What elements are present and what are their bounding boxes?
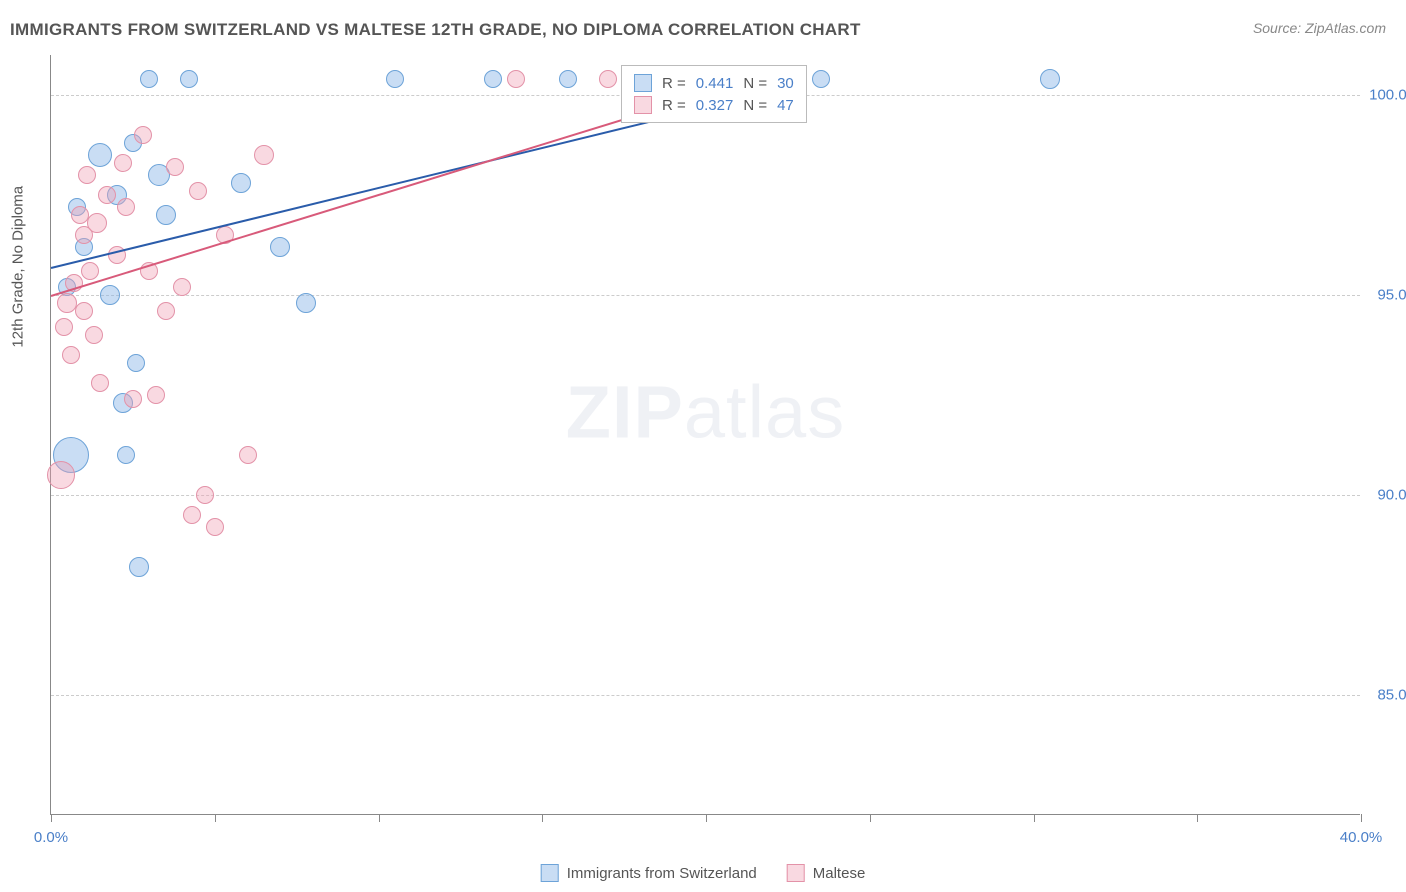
legend-label: Maltese — [813, 865, 866, 882]
y-tick-label: 95.0% — [1365, 287, 1406, 304]
legend-item: Maltese — [787, 864, 866, 882]
data-point — [189, 182, 207, 200]
x-tick — [870, 814, 871, 822]
grid-line — [51, 695, 1360, 696]
data-point — [812, 70, 830, 88]
source-attribution: Source: ZipAtlas.com — [1253, 20, 1386, 36]
legend-swatch — [541, 864, 559, 882]
legend: Immigrants from Switzerland Maltese — [541, 864, 866, 882]
legend-item: Immigrants from Switzerland — [541, 864, 757, 882]
legend-swatch — [634, 96, 652, 114]
data-point — [180, 70, 198, 88]
data-point — [87, 213, 107, 233]
x-tick — [706, 814, 707, 822]
data-point — [156, 205, 176, 225]
data-point — [173, 278, 191, 296]
data-point — [296, 293, 316, 313]
data-point — [55, 318, 73, 336]
data-point — [88, 143, 112, 167]
y-axis-label: 12th Grade, No Diploma — [10, 186, 27, 348]
r-value: 0.441 — [696, 75, 734, 92]
r-value: 0.327 — [696, 97, 734, 114]
data-point — [559, 70, 577, 88]
data-point — [47, 461, 75, 489]
n-value: 30 — [777, 75, 794, 92]
legend-label: Immigrants from Switzerland — [567, 865, 757, 882]
data-point — [386, 70, 404, 88]
data-point — [134, 126, 152, 144]
data-point — [507, 70, 525, 88]
data-point — [484, 70, 502, 88]
data-point — [81, 262, 99, 280]
x-tick — [215, 814, 216, 822]
x-tick — [1361, 814, 1362, 822]
data-point — [100, 285, 120, 305]
data-point — [183, 506, 201, 524]
y-tick-label: 85.0% — [1365, 687, 1406, 704]
data-point — [75, 302, 93, 320]
x-tick-label: 0.0% — [34, 829, 68, 846]
x-tick — [379, 814, 380, 822]
x-tick-label: 40.0% — [1340, 829, 1383, 846]
stats-row: R =0.327N =47 — [634, 94, 794, 116]
x-tick — [51, 814, 52, 822]
chart-title: IMMIGRANTS FROM SWITZERLAND VS MALTESE 1… — [10, 20, 861, 40]
n-value: 47 — [777, 97, 794, 114]
data-point — [117, 198, 135, 216]
plot-area: ZIPatlas 85.0%90.0%95.0%100.0%0.0%40.0%R… — [50, 55, 1360, 815]
data-point — [62, 346, 80, 364]
data-point — [127, 354, 145, 372]
data-point — [196, 486, 214, 504]
data-point — [85, 326, 103, 344]
data-point — [129, 557, 149, 577]
legend-swatch — [634, 74, 652, 92]
data-point — [114, 154, 132, 172]
data-point — [166, 158, 184, 176]
data-point — [270, 237, 290, 257]
y-tick-label: 100.0% — [1365, 87, 1406, 104]
y-tick-label: 90.0% — [1365, 487, 1406, 504]
x-tick — [1034, 814, 1035, 822]
data-point — [231, 173, 251, 193]
data-point — [206, 518, 224, 536]
data-point — [239, 446, 257, 464]
stats-row: R =0.441N =30 — [634, 72, 794, 94]
data-point — [157, 302, 175, 320]
data-point — [78, 166, 96, 184]
data-point — [140, 70, 158, 88]
data-point — [147, 386, 165, 404]
data-point — [1040, 69, 1060, 89]
data-point — [98, 186, 116, 204]
legend-swatch — [787, 864, 805, 882]
x-tick — [542, 814, 543, 822]
data-point — [91, 374, 109, 392]
grid-line — [51, 295, 1360, 296]
data-point — [117, 446, 135, 464]
data-point — [124, 390, 142, 408]
data-point — [599, 70, 617, 88]
grid-line — [51, 495, 1360, 496]
watermark: ZIPatlas — [566, 369, 845, 454]
stats-box: R =0.441N =30R =0.327N =47 — [621, 65, 807, 123]
x-tick — [1197, 814, 1198, 822]
correlation-chart: IMMIGRANTS FROM SWITZERLAND VS MALTESE 1… — [0, 0, 1406, 892]
data-point — [254, 145, 274, 165]
